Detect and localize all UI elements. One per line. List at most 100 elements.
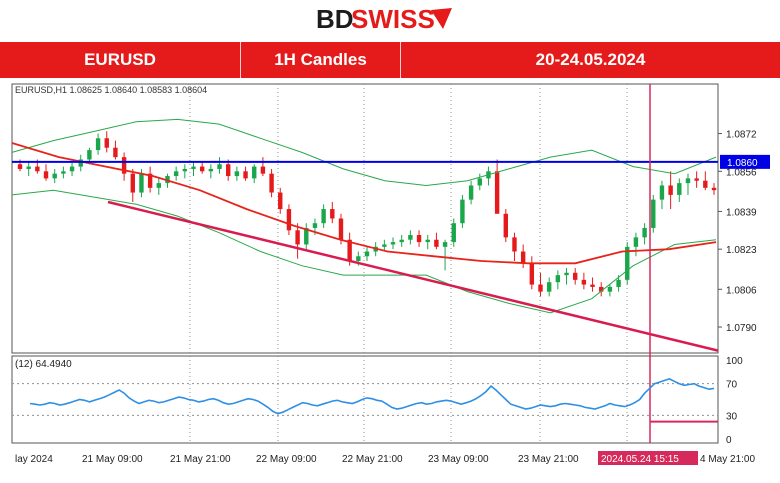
main-panel-frame: [11, 83, 719, 354]
price-info-line: EURUSD,H1 1.08625 1.08640 1.08583 1.0860…: [15, 85, 207, 95]
candle-body: [616, 279, 621, 287]
rsi-panel-frame: [11, 355, 719, 444]
candle-body: [147, 173, 153, 188]
price-tick-label: 1.0823: [726, 245, 757, 256]
candle-body: [35, 166, 40, 172]
candle-body: [425, 239, 430, 243]
marker-time-tag: [598, 451, 698, 465]
candle-body: [625, 246, 630, 280]
candle-body: [633, 237, 639, 247]
upper-band-line: [11, 118, 717, 187]
candle-body: [226, 164, 231, 177]
timeframe-label: 1H Candles: [274, 50, 367, 69]
time-tick-label: lay 2024: [15, 454, 53, 465]
candle-body: [364, 251, 370, 257]
candle-body: [711, 187, 717, 191]
time-tick-label: 23 May 21:00: [518, 454, 579, 465]
logo-text-part1: BD: [316, 4, 354, 34]
candle-body: [260, 166, 266, 174]
candle-body: [182, 168, 188, 172]
candle-body: [442, 242, 448, 247]
candle-body: [451, 223, 456, 243]
candle-body: [17, 164, 23, 169]
chart-area: 1.0872 1.0856 1.0839 1.0823 1.0806 1.0790 EURU…: [0, 80, 780, 478]
time-tick-label: 21 May 21:00: [170, 454, 231, 465]
candle-body: [234, 171, 240, 177]
candle-body: [468, 185, 474, 200]
candle-body: [685, 178, 691, 184]
candle-body: [43, 171, 49, 179]
candle-body: [555, 275, 561, 283]
candle-body: [278, 192, 283, 210]
candle-body: [538, 284, 543, 292]
candle-body: [69, 166, 75, 172]
candle-body: [52, 173, 57, 179]
candle-body: [208, 168, 214, 172]
resistance-price-tag: [720, 154, 770, 169]
time-tick-label: 23 May 09:00: [428, 454, 489, 465]
candle-body: [382, 244, 387, 247]
candle-body: [590, 284, 595, 287]
candle-body: [529, 263, 535, 285]
price-tick-label: 1.0806: [726, 285, 757, 296]
candle-body: [26, 166, 31, 169]
candle-body: [139, 173, 144, 193]
candle-body: [173, 171, 179, 177]
candle-body: [408, 235, 413, 240]
rsi-tick-label: 0: [726, 435, 732, 446]
candle-body: [295, 230, 300, 245]
candle-body: [321, 209, 326, 224]
candle-body: [581, 279, 587, 285]
price-tick-label: 1.0856: [726, 167, 757, 178]
time-tick-label: 22 May 09:00: [256, 454, 317, 465]
candle-body: [399, 239, 404, 243]
candle-body: [252, 166, 257, 179]
logo-svg: BD SWISS: [316, 4, 452, 34]
candle-body: [286, 209, 292, 231]
candle-body: [659, 185, 665, 200]
marker-time-label: 2024.05.24 15:15: [601, 454, 679, 465]
candle-body: [104, 138, 109, 148]
price-tick-label: 1.0872: [726, 130, 757, 141]
candle-body: [338, 218, 344, 240]
candle-body: [78, 159, 83, 167]
candle-body: [347, 239, 352, 261]
brand-logo: BD SWISS: [0, 0, 780, 40]
rsi-tick-label: 70: [726, 380, 738, 391]
candle-body: [191, 166, 196, 169]
candle-body: [61, 171, 66, 174]
candle-body: [269, 173, 274, 193]
time-tick-label: 4 May 21:00: [700, 454, 755, 465]
header-divider: [240, 42, 241, 78]
time-tick-label: 21 May 09:00: [82, 454, 143, 465]
candle-body: [330, 209, 335, 219]
candle-body: [564, 272, 569, 276]
candle-body: [390, 242, 396, 245]
chart-svg: 1.0872 1.0856 1.0839 1.0823 1.0806 1.0790 EURU…: [11, 83, 770, 465]
candle-body: [607, 286, 613, 292]
candle-body: [304, 227, 309, 245]
date-range-label: 20-24.05.2024: [535, 50, 646, 69]
candle-body: [460, 199, 465, 224]
lower-band-line: [11, 189, 717, 314]
candle-body: [121, 157, 127, 174]
candle-body: [694, 178, 699, 181]
symbol-label: EURUSD: [84, 50, 156, 69]
rsi-line: [29, 378, 715, 415]
candle-body: [703, 180, 708, 188]
candle-body: [156, 183, 161, 188]
candle-body: [494, 171, 500, 214]
candle-body: [199, 166, 205, 172]
header-bar: EURUSD 1H Candles 20-24.05.2024: [0, 42, 780, 78]
price-tick-label: 1.0839: [726, 207, 757, 218]
support-trendline: [107, 200, 719, 352]
candle-body: [217, 164, 222, 169]
candle-body: [520, 251, 526, 264]
resistance-price-label: 1.0860: [727, 158, 758, 169]
time-tick-label: 22 May 21:00: [342, 454, 403, 465]
candle-body: [434, 239, 439, 247]
candle-body: [651, 199, 656, 228]
moving-average-line: [11, 142, 717, 265]
rsi-label: (12) 64.4940: [15, 359, 72, 370]
candle-body: [642, 227, 647, 238]
